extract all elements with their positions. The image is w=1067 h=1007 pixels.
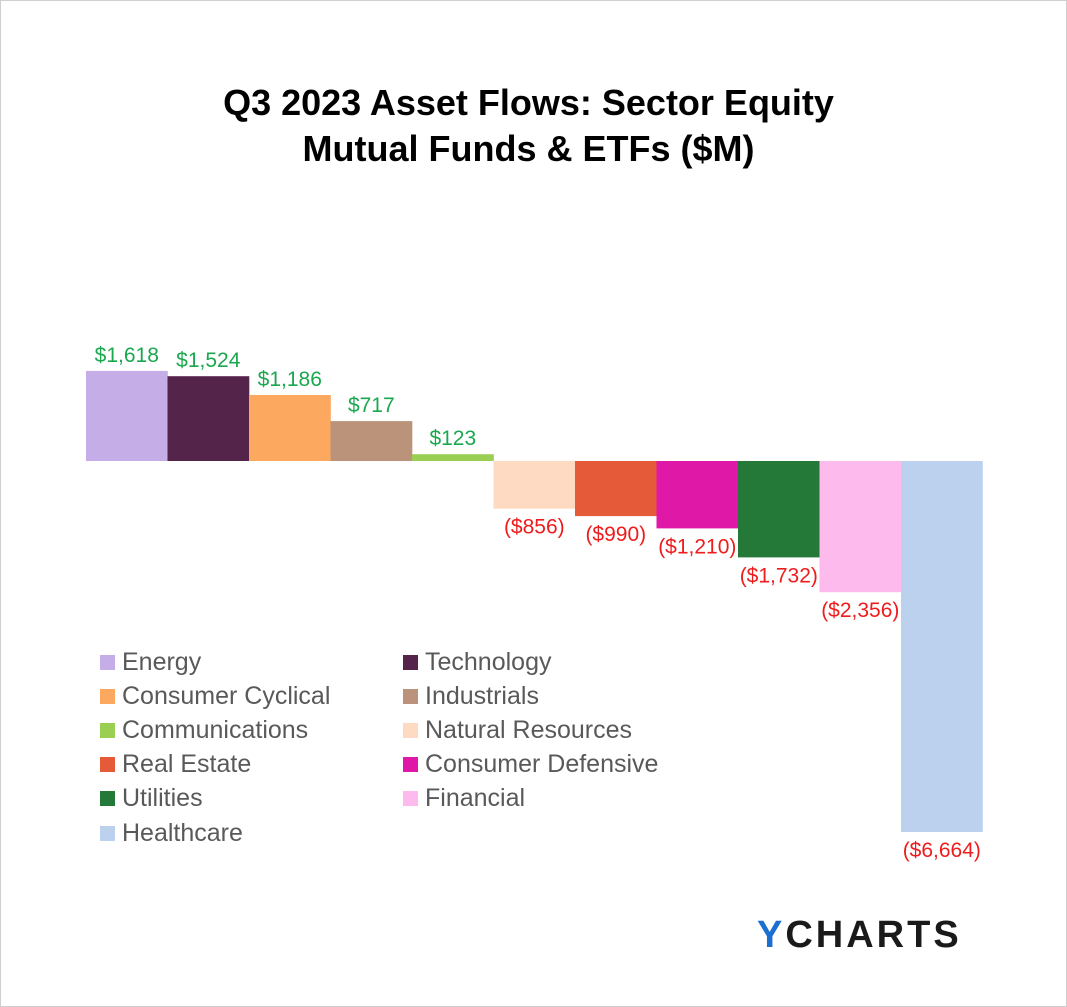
legend-item-consumer-defensive: Consumer Defensive xyxy=(403,750,658,780)
data-label-healthcare: ($6,664) xyxy=(903,839,981,862)
data-label-communications: $123 xyxy=(429,427,476,450)
data-label-financial: ($2,356) xyxy=(821,599,899,622)
legend-swatch xyxy=(100,825,115,841)
legend-label: Communications xyxy=(122,715,309,744)
legend-swatch xyxy=(403,791,418,807)
bar-consumer-defensive xyxy=(656,461,739,529)
legend-swatch xyxy=(403,688,418,704)
legend-label: Technology xyxy=(425,647,552,676)
ycharts-logo: YCHARTS xyxy=(757,914,962,956)
legend-label: Real Estate xyxy=(122,750,252,779)
legend-item-energy: Energy xyxy=(100,647,201,677)
data-label-natural-resources: ($856) xyxy=(504,516,565,539)
legend-swatch xyxy=(100,791,115,807)
bar-healthcare xyxy=(901,461,983,832)
legend-item-financial: Financial xyxy=(403,784,525,814)
title-line-1: Q3 2023 Asset Flows: Sector Equity xyxy=(223,82,834,123)
legend-label: Consumer Defensive xyxy=(425,750,659,779)
legend-item-utilities: Utilities xyxy=(100,784,203,814)
legend-item-technology: Technology xyxy=(403,647,551,677)
bar-utilities xyxy=(738,461,820,558)
bar-industrials xyxy=(330,421,413,461)
bar-energy xyxy=(86,370,168,461)
legend-label: Healthcare xyxy=(122,818,243,847)
legend-label: Consumer Cyclical xyxy=(122,681,331,710)
legend-swatch xyxy=(403,757,418,773)
data-label-utilities: ($1,732) xyxy=(740,564,818,587)
data-label-real-estate: ($990) xyxy=(585,523,646,546)
legend-label: Energy xyxy=(122,647,202,676)
legend-label: Natural Resources xyxy=(425,715,633,744)
legend-swatch xyxy=(403,654,418,670)
bar-financial xyxy=(819,461,902,593)
bar-consumer-cyclical xyxy=(249,395,331,461)
legend-label: Financial xyxy=(425,784,526,813)
legend-swatch xyxy=(100,688,115,704)
title-line-2: Mutual Funds & ETFs ($M) xyxy=(302,128,755,169)
legend-swatch xyxy=(403,722,418,738)
legend-item-healthcare: Healthcare xyxy=(100,818,243,848)
legend-swatch xyxy=(100,757,115,773)
legend-swatch xyxy=(100,722,115,738)
data-label-industrials: $717 xyxy=(348,394,395,417)
legend-item-communications: Communications xyxy=(100,715,308,745)
bar-technology xyxy=(167,376,250,461)
legend-item-real-estate: Real Estate xyxy=(100,750,251,780)
data-label-energy: $1,618 xyxy=(95,344,159,367)
data-label-consumer-defensive: ($1,210) xyxy=(658,535,736,558)
legend-swatch xyxy=(100,654,115,670)
data-label-technology: $1,524 xyxy=(176,349,241,372)
legend-item-industrials: Industrials xyxy=(403,681,539,711)
data-label-consumer-cyclical: $1,186 xyxy=(258,368,322,391)
bar-real-estate xyxy=(575,461,657,517)
legend-item-natural-resources: Natural Resources xyxy=(403,715,632,745)
bar-natural-resources xyxy=(493,461,576,509)
bar-communications xyxy=(412,454,494,461)
legend-label: Utilities xyxy=(122,784,203,813)
legend-item-consumer-cyclical: Consumer Cyclical xyxy=(100,681,330,711)
legend-label: Industrials xyxy=(425,681,539,710)
chart-title: Q3 2023 Asset Flows: Sector Equity Mutua… xyxy=(0,80,1057,172)
